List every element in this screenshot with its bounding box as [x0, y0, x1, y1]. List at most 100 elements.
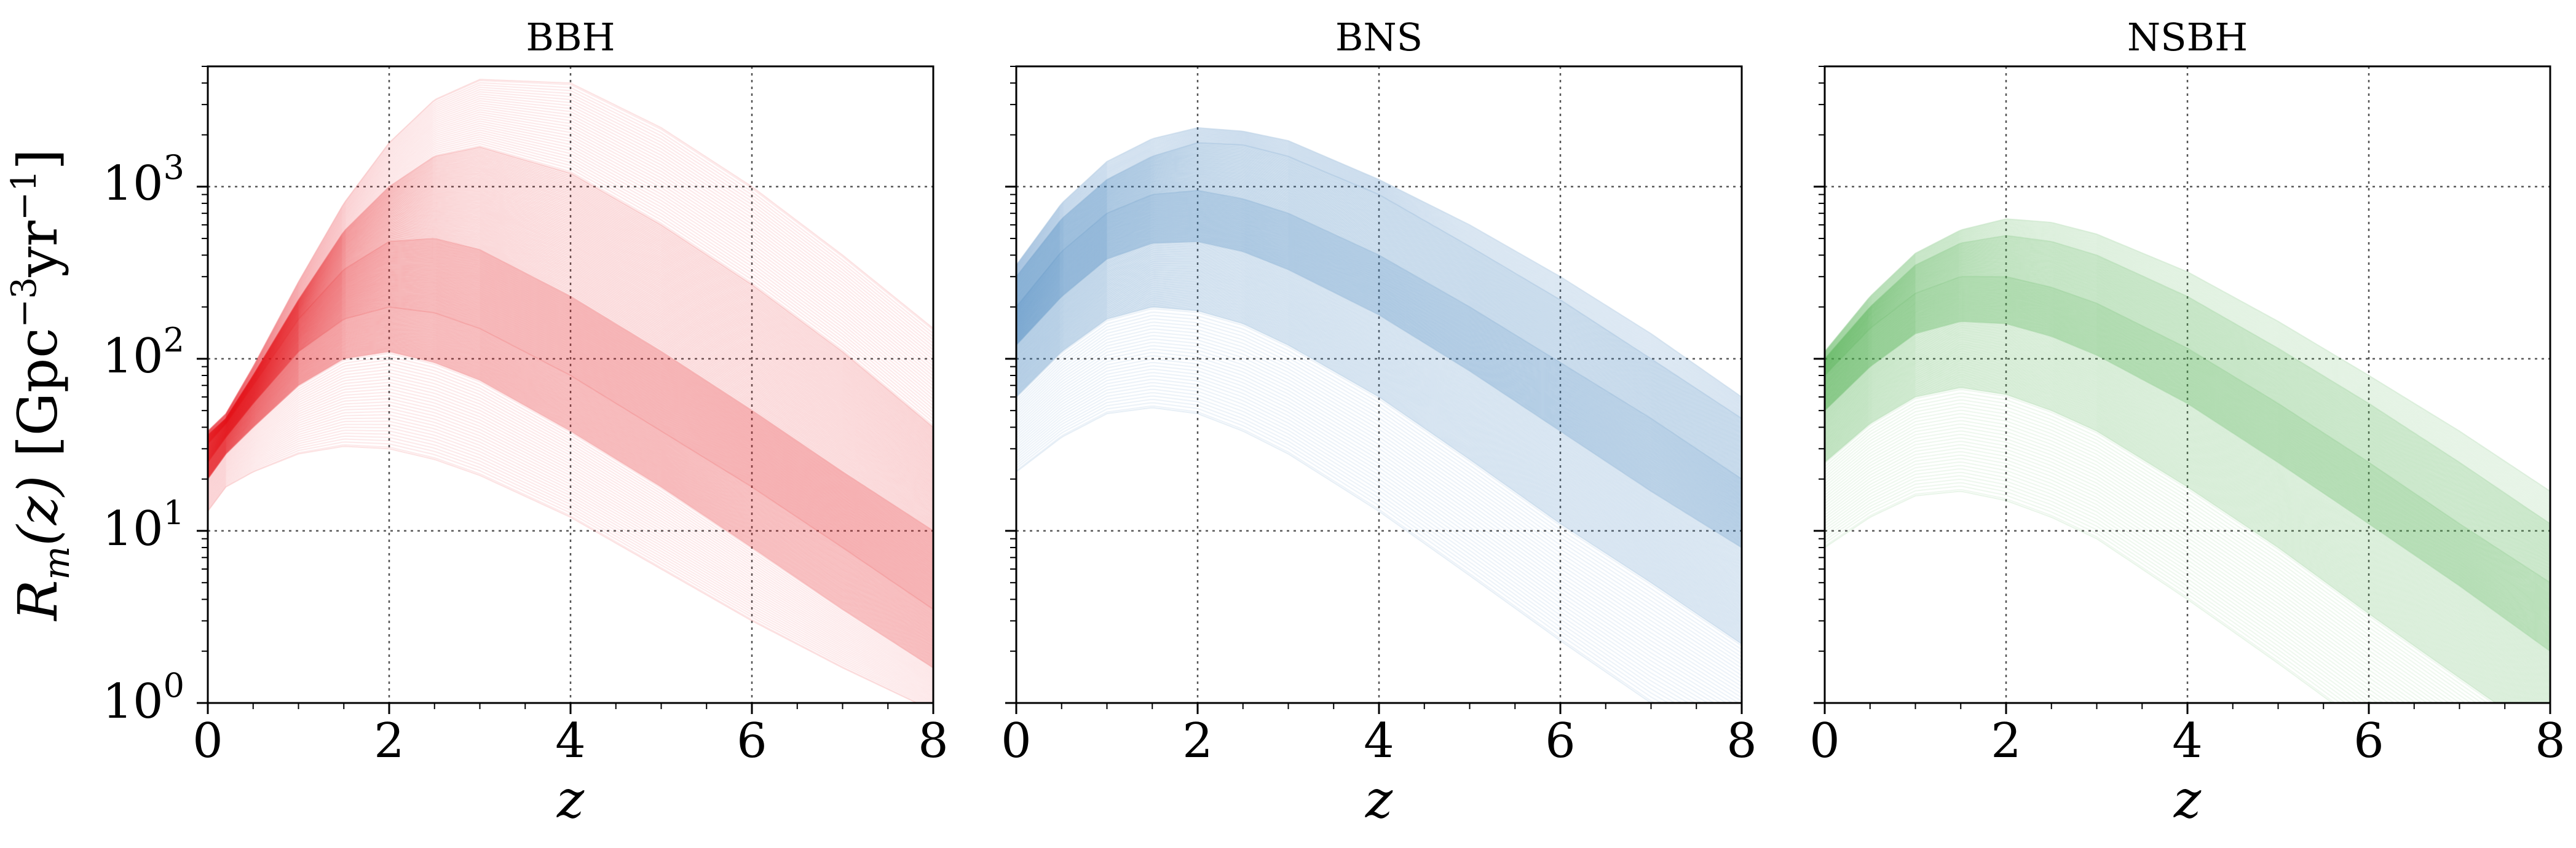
rate-curve [208, 336, 933, 649]
rate-curve [208, 326, 933, 636]
rate-curve [1016, 361, 1740, 703]
rate-curve [1016, 190, 1742, 481]
rate-curve [1016, 155, 1742, 437]
rate-curve [208, 167, 933, 450]
rate-curve [1016, 240, 1742, 548]
rate-curve [1016, 385, 1696, 703]
rate-curve [1016, 211, 1742, 509]
rate-curve [208, 223, 933, 513]
rate-curve [208, 278, 933, 577]
rate-curve [1016, 180, 1742, 468]
rate-curve [1016, 275, 1742, 599]
rate-curve [1016, 247, 1742, 557]
rate-curve [1825, 291, 2550, 607]
rate-curve [208, 401, 933, 691]
x-tick-label: 0 [1001, 713, 1032, 769]
rate-curve [1016, 168, 1742, 453]
rate-curve [1016, 260, 1742, 575]
rate-curve [208, 241, 933, 535]
rate-curve [208, 385, 933, 684]
rate-curve [1825, 277, 2550, 584]
rate-curve [208, 407, 933, 694]
x-tick-label: 4 [2172, 713, 2203, 769]
rate-curve [208, 221, 933, 510]
rate-curve [1016, 134, 1742, 408]
rate-curve [208, 166, 933, 448]
rate-curve [208, 275, 933, 573]
x-tick-label: 6 [737, 713, 767, 769]
rate-curve [208, 274, 933, 572]
rate-curve [1825, 380, 2511, 703]
rate-curve [208, 306, 933, 611]
rate-curve [208, 133, 933, 435]
rate-curve [1825, 303, 2550, 626]
rate-curve [1825, 285, 2550, 598]
rate-curve [1825, 241, 2550, 535]
rate-curve [208, 249, 933, 544]
rate-curve [208, 369, 933, 677]
series-lines [208, 79, 933, 703]
rate-curve [1825, 361, 2548, 703]
rate-curve [1016, 154, 1742, 435]
rate-curve [1825, 307, 2550, 632]
rate-curve [1825, 239, 2550, 531]
rate-curve [1016, 324, 1742, 665]
rate-curve [1016, 173, 1742, 460]
rate-curve [208, 336, 933, 650]
rate-curve [208, 296, 933, 599]
rate-curve [1016, 282, 1742, 608]
rate-curve [208, 305, 933, 610]
rate-curve [1016, 345, 1742, 688]
rate-curve [208, 438, 926, 703]
rate-curve [1825, 278, 2550, 587]
rate-curve [208, 289, 933, 590]
rate-curve [1825, 264, 2550, 567]
rate-curve [1825, 387, 2497, 703]
rate-curve [1016, 230, 1742, 534]
rate-curve [208, 270, 933, 568]
rate-curve [208, 266, 933, 562]
rate-curve [208, 218, 933, 508]
rate-curve [1016, 300, 1742, 636]
rate-curve [1825, 242, 2550, 535]
rate-curve [1825, 265, 2550, 569]
rate-curve [1016, 201, 1742, 495]
rate-curve [1016, 194, 1742, 487]
rate-curve [1825, 392, 2489, 703]
rate-curve [1825, 233, 2550, 522]
rate-curve [208, 345, 933, 661]
rate-curve [1016, 195, 1742, 487]
rate-curve [1016, 183, 1742, 472]
rate-curve [1016, 355, 1742, 699]
rate-curve [1825, 317, 2550, 647]
rate-curve [208, 185, 933, 467]
rate-curve [1825, 297, 2550, 617]
panel-title: NSBH [2127, 15, 2248, 60]
rate-curve [1825, 313, 2550, 641]
rate-curve [1825, 283, 2550, 595]
rate-curve [1016, 256, 1742, 570]
rate-curve [1016, 188, 1742, 478]
rate-curve [208, 324, 933, 634]
rate-curve [1825, 244, 2550, 538]
rate-curve [208, 318, 933, 626]
rate-curve [208, 286, 933, 586]
rate-curve [1825, 320, 2550, 652]
rate-curve [1016, 290, 1742, 621]
rate-curve [1016, 221, 1742, 522]
rate-curve [1825, 253, 2550, 551]
rate-curve [1016, 286, 1742, 615]
rate-curve [1016, 234, 1742, 539]
rate-curve [1016, 228, 1742, 532]
x-tick-label: 8 [2535, 713, 2566, 769]
rate-curve [208, 285, 933, 585]
rate-curve [208, 175, 933, 457]
rate-curve [208, 339, 933, 653]
rate-curve [208, 257, 933, 552]
rate-curve [1016, 215, 1742, 514]
rate-curve [1016, 250, 1742, 562]
rate-curve [208, 289, 933, 591]
rate-curve [208, 116, 933, 434]
rate-curve [1016, 298, 1742, 633]
rate-curve [1016, 234, 1742, 540]
